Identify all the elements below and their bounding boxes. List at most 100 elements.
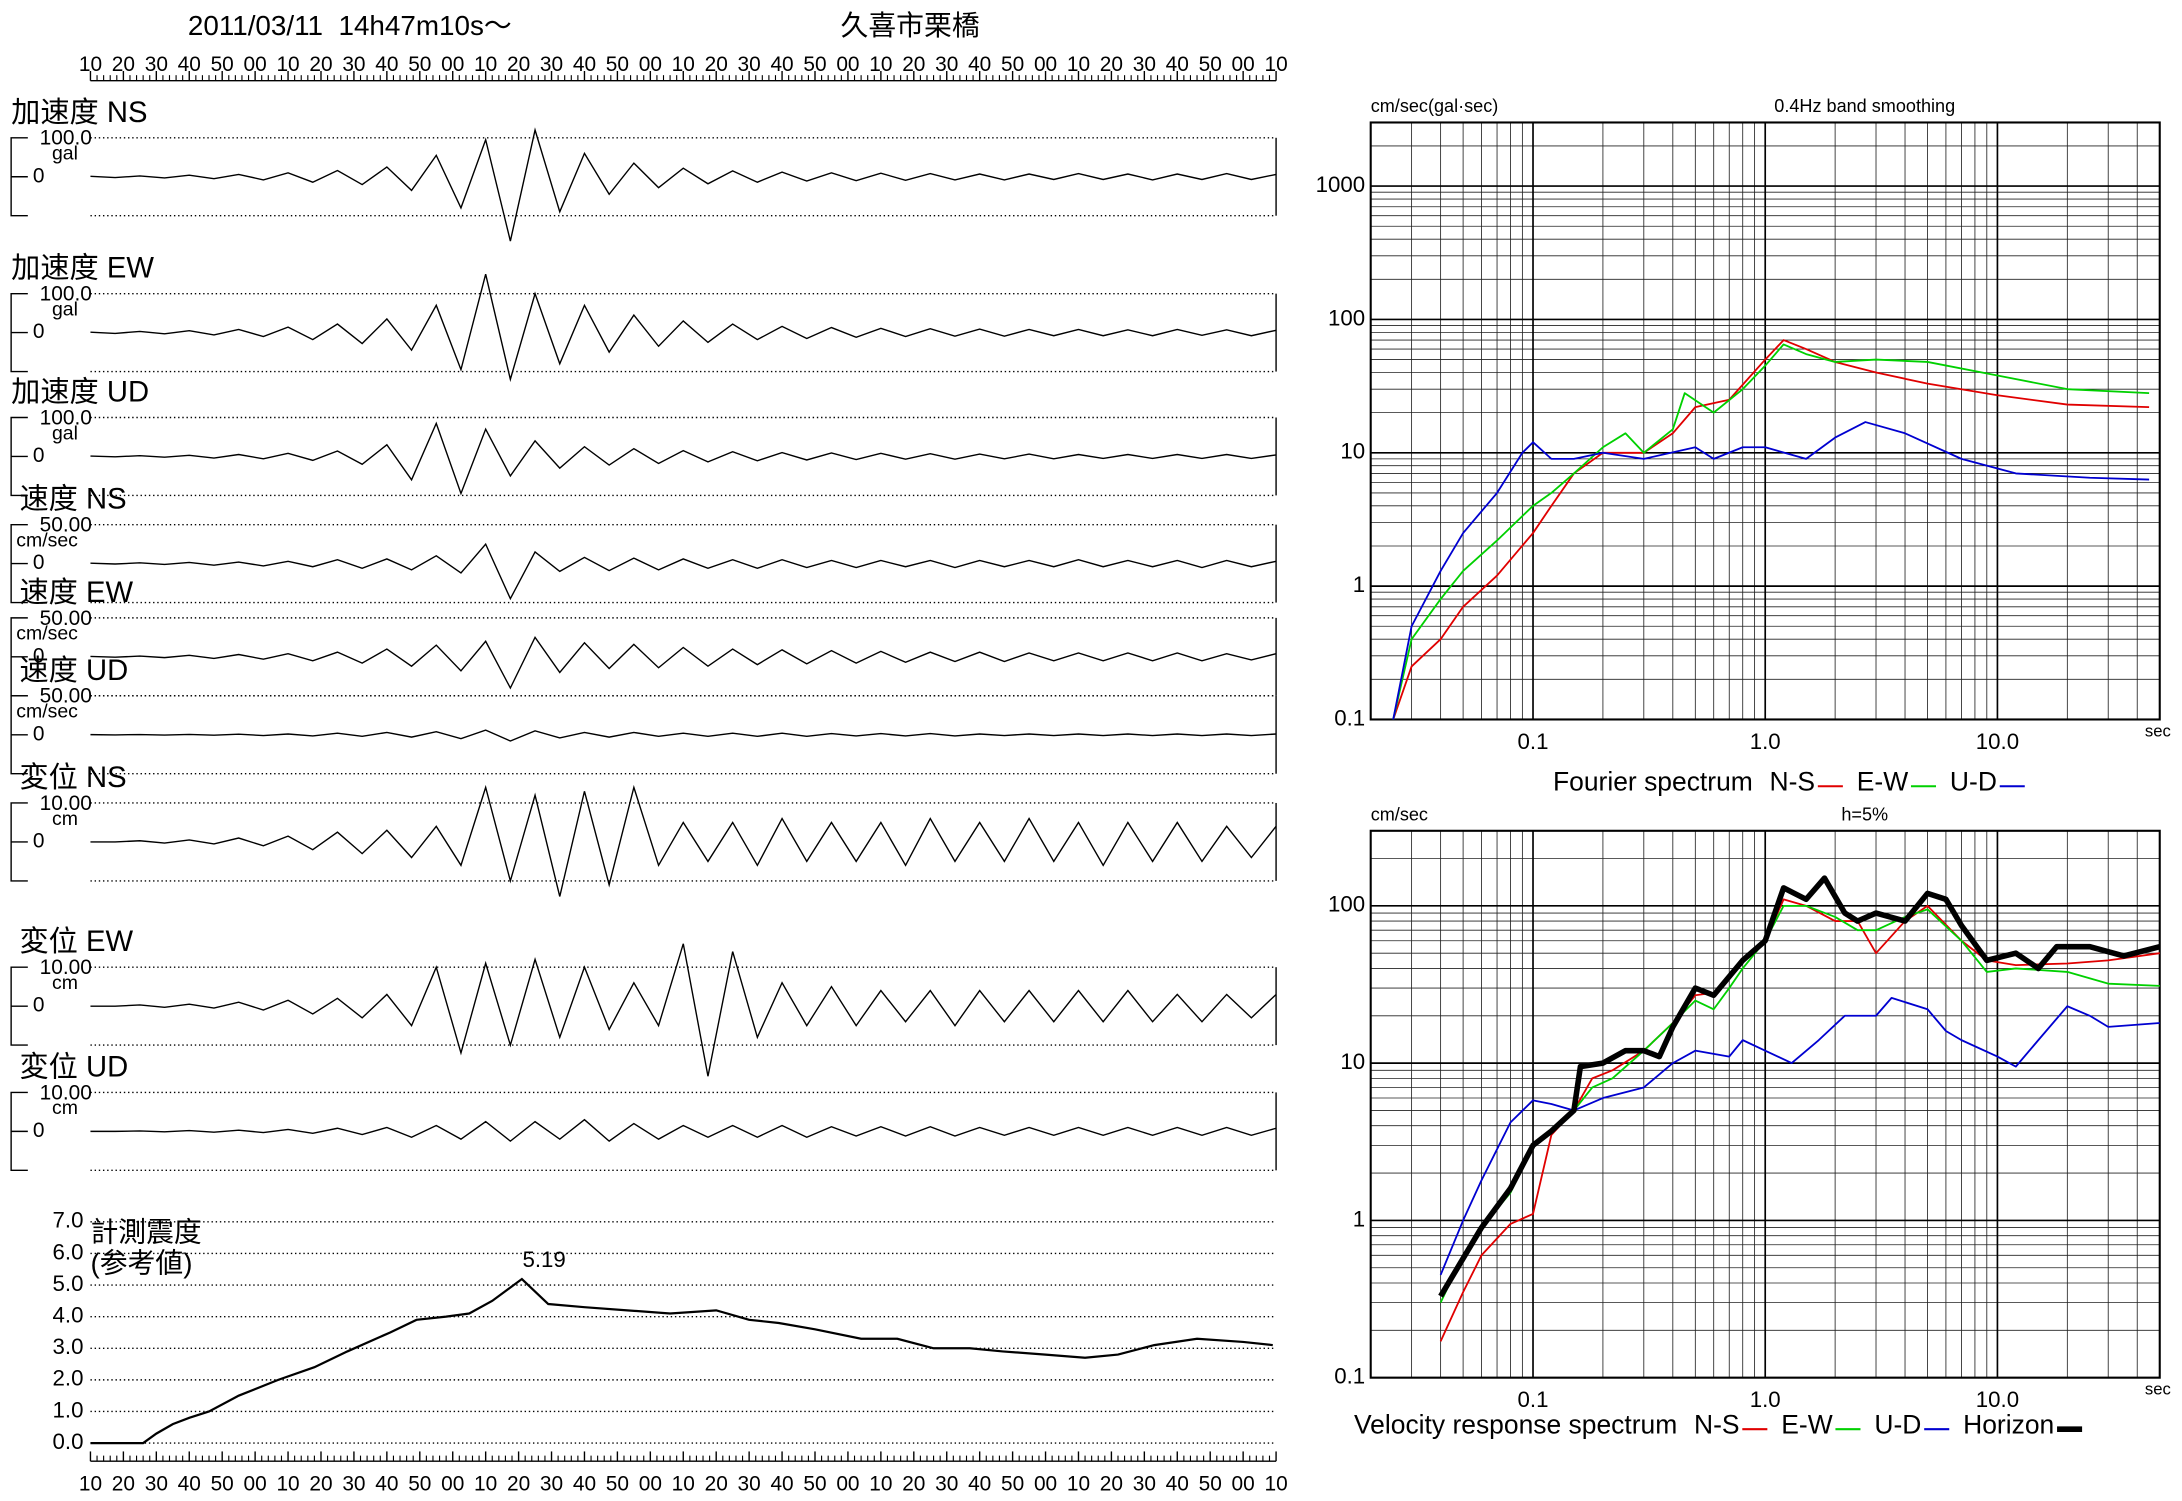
y-tick-label: 0	[33, 320, 45, 343]
panel-bracket	[10, 966, 28, 1046]
y-tick-label: 1	[1353, 572, 1365, 597]
time-tick-label: 10	[276, 1472, 299, 1495]
time-tick-label: 20	[1100, 1472, 1123, 1495]
time-tick-label: 30	[540, 1472, 563, 1495]
time-tick-label: 20	[112, 53, 135, 76]
legend-label: U-D	[1950, 766, 1997, 796]
waveform-trace	[90, 127, 1277, 242]
time-tick-label: 40	[573, 1472, 596, 1495]
y-tick-label: 0	[33, 994, 45, 1017]
x-tick-label: 1.0	[1750, 729, 1781, 754]
time-tick-label: 20	[507, 1472, 530, 1495]
time-tick-label: 20	[309, 1472, 332, 1495]
y-tick-label: 1000	[1316, 172, 1366, 197]
legend-label: Horizon	[1963, 1409, 2054, 1439]
spectrum-line	[1439, 898, 2160, 1342]
time-tick-label: 00	[244, 1472, 267, 1495]
waveform-trace	[90, 784, 1277, 897]
time-tick-label: 20	[507, 53, 530, 76]
time-tick-label: 00	[1232, 53, 1255, 76]
time-tick-label: 10	[276, 53, 299, 76]
spectrum-line	[1392, 421, 2150, 720]
datetime: 2011/03/11 14h47m10s〜	[188, 10, 512, 41]
y-tick-label: 10.00	[40, 956, 92, 979]
y-tick-label: 2.0	[53, 1366, 84, 1391]
time-tick-label: 40	[968, 53, 991, 76]
y-tick-label: 0	[33, 444, 45, 467]
time-tick-label: 10	[79, 53, 102, 76]
x-tick-label: 10.0	[1976, 729, 2019, 754]
panel-title: 加速度 UD	[11, 376, 149, 409]
chart-caption: Velocity response spectrum	[1354, 1409, 1677, 1439]
chart-subtitle: (参考値)	[90, 1247, 192, 1278]
panel-bracket	[10, 695, 28, 775]
x-tick-label: 1.0	[1750, 1387, 1781, 1412]
time-tick-label: 40	[573, 53, 596, 76]
time-tick-label: 30	[935, 53, 958, 76]
y-tick-label: 100.0	[40, 127, 92, 150]
time-tick-label: 10	[1264, 1472, 1287, 1495]
panel-title: 加速度 EW	[11, 252, 154, 285]
chart-title: 計測震度	[90, 1217, 201, 1248]
time-tick-label: 20	[1100, 53, 1123, 76]
unit-label: cm	[52, 1097, 78, 1119]
spectrum-line	[1438, 875, 2161, 1298]
time-tick-label: 30	[342, 53, 365, 76]
time-tick-label: 30	[738, 53, 761, 76]
time-tick-label: 10	[1067, 53, 1090, 76]
y-tick-label: 100	[1328, 305, 1365, 330]
y-tick-label: 10	[1340, 439, 1365, 464]
panel-bracket	[10, 523, 28, 604]
y-tick-label: 4.0	[53, 1303, 84, 1328]
panel-title: 速度 UD	[19, 654, 128, 687]
time-tick-label: 10	[1067, 1472, 1090, 1495]
time-tick-label: 10	[1264, 53, 1287, 76]
time-tick-label: 30	[1133, 53, 1156, 76]
time-tick-label: 00	[639, 1472, 662, 1495]
time-tick-label: 40	[968, 1472, 991, 1495]
legend-label: E-W	[1781, 1409, 1832, 1439]
time-tick-label: 40	[375, 1472, 398, 1495]
chart-caption: Fourier spectrum	[1553, 766, 1753, 796]
legend-label: N-S	[1770, 766, 1816, 796]
time-tick-label: 50	[606, 53, 629, 76]
time-tick-label: 10	[79, 1472, 102, 1495]
station: 久喜市栗橋	[841, 10, 980, 41]
y-tick-label: 100.0	[40, 406, 92, 429]
unit-label: cm/sec	[16, 623, 78, 645]
time-tick-label: 50	[606, 1472, 629, 1495]
time-tick-label: 20	[112, 1472, 135, 1495]
time-tick-label: 20	[705, 1472, 728, 1495]
time-tick-label: 50	[1199, 53, 1222, 76]
unit-label: gal	[52, 298, 78, 320]
panel-title: 速度 NS	[19, 483, 126, 516]
y-tick-label: 1.0	[53, 1397, 84, 1422]
time-tick-label: 00	[441, 1472, 464, 1495]
panel-bracket	[10, 292, 28, 373]
waveform-trace	[90, 1118, 1277, 1143]
legend-label: N-S	[1694, 1409, 1740, 1439]
y-tick-label: 100.0	[40, 283, 92, 306]
panel-title: 変位 UD	[19, 1050, 128, 1083]
unit-label: cm	[52, 972, 78, 994]
x-axis-label: sec	[2145, 1380, 2171, 1399]
plot-frame	[1369, 121, 2161, 721]
time-tick-label: 00	[1034, 53, 1057, 76]
spectrum-line	[1439, 996, 2160, 1276]
unit-label: cm	[52, 808, 78, 830]
time-tick-label: 20	[902, 53, 925, 76]
panel-title: 変位 EW	[19, 925, 133, 958]
time-tick-label: 30	[738, 1472, 761, 1495]
chart-title: h=5%	[1841, 804, 1888, 824]
y-tick-label: 50.00	[40, 607, 92, 630]
time-tick-label: 10	[672, 53, 695, 76]
chart-title: 0.4Hz band smoothing	[1774, 96, 1955, 116]
intensity-line	[90, 1277, 1273, 1445]
time-tick-label: 40	[178, 53, 201, 76]
waveform-trace	[90, 421, 1277, 496]
y-tick-label: 5.0	[53, 1271, 84, 1296]
y-axis-label: cm/sec(gal·sec)	[1371, 96, 1499, 116]
time-tick-label: 00	[244, 53, 267, 76]
legend-label: E-W	[1857, 766, 1908, 796]
waveform-trace	[90, 729, 1277, 742]
